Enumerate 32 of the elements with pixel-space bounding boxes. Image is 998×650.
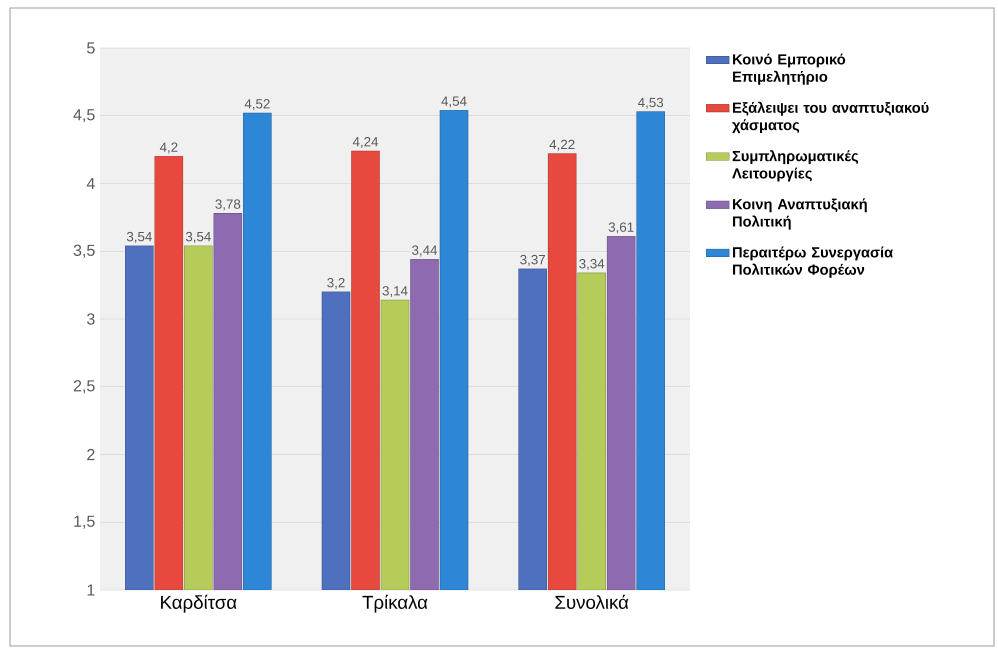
x-tick-label: Συνολικά (555, 594, 628, 609)
y-tick-label: 4 (86, 178, 95, 190)
x-tick-label: Καρδίτσα (161, 594, 237, 613)
y-tick-label: 2,5 (74, 380, 95, 394)
data-label: 3,54 (186, 232, 211, 243)
data-label: 3,44 (412, 245, 438, 256)
y-tick-label: 2 (87, 448, 94, 460)
y-tick-label: 5 (87, 42, 95, 54)
data-label: 3,61 (608, 222, 634, 234)
legend-label: Περαιτέρω Συνεργασία Πολιτικών Φορέων (733, 246, 893, 278)
x-tick-label: Τρίκαλα (362, 594, 428, 613)
legend-label: Συμπληρωματικές Λειτουργίες (732, 150, 858, 182)
data-label: 3,54 (126, 232, 152, 243)
data-label: 3,14 (382, 286, 408, 298)
legend-label: Κοινη Αναπτυξιακή Πολιτική (733, 198, 867, 230)
data-label: 3,34 (579, 258, 604, 270)
data-label: 3,2 (327, 278, 345, 289)
legend-label: Εξάλειψει του αναπτυξιακού χάσματος (732, 102, 929, 134)
y-tick-label: 1 (88, 584, 95, 596)
data-label: 4,54 (441, 96, 467, 108)
y-tick-label: 3 (87, 313, 95, 325)
legend-label: Κοινό Εμπορικό Επιμελητήριο (733, 54, 846, 85)
y-tick-label: 1,5 (74, 516, 95, 529)
data-label: 3,37 (520, 254, 545, 266)
y-tick-label: 4,5 (73, 109, 95, 122)
data-label: 3,78 (215, 199, 240, 210)
y-tick-label: 3,5 (74, 244, 95, 258)
data-label: 4,53 (638, 98, 664, 109)
data-label: 4,22 (550, 140, 574, 151)
data-label: 4,2 (160, 142, 178, 154)
data-label: 4,52 (244, 99, 270, 110)
data-label: 4,24 (352, 137, 378, 148)
